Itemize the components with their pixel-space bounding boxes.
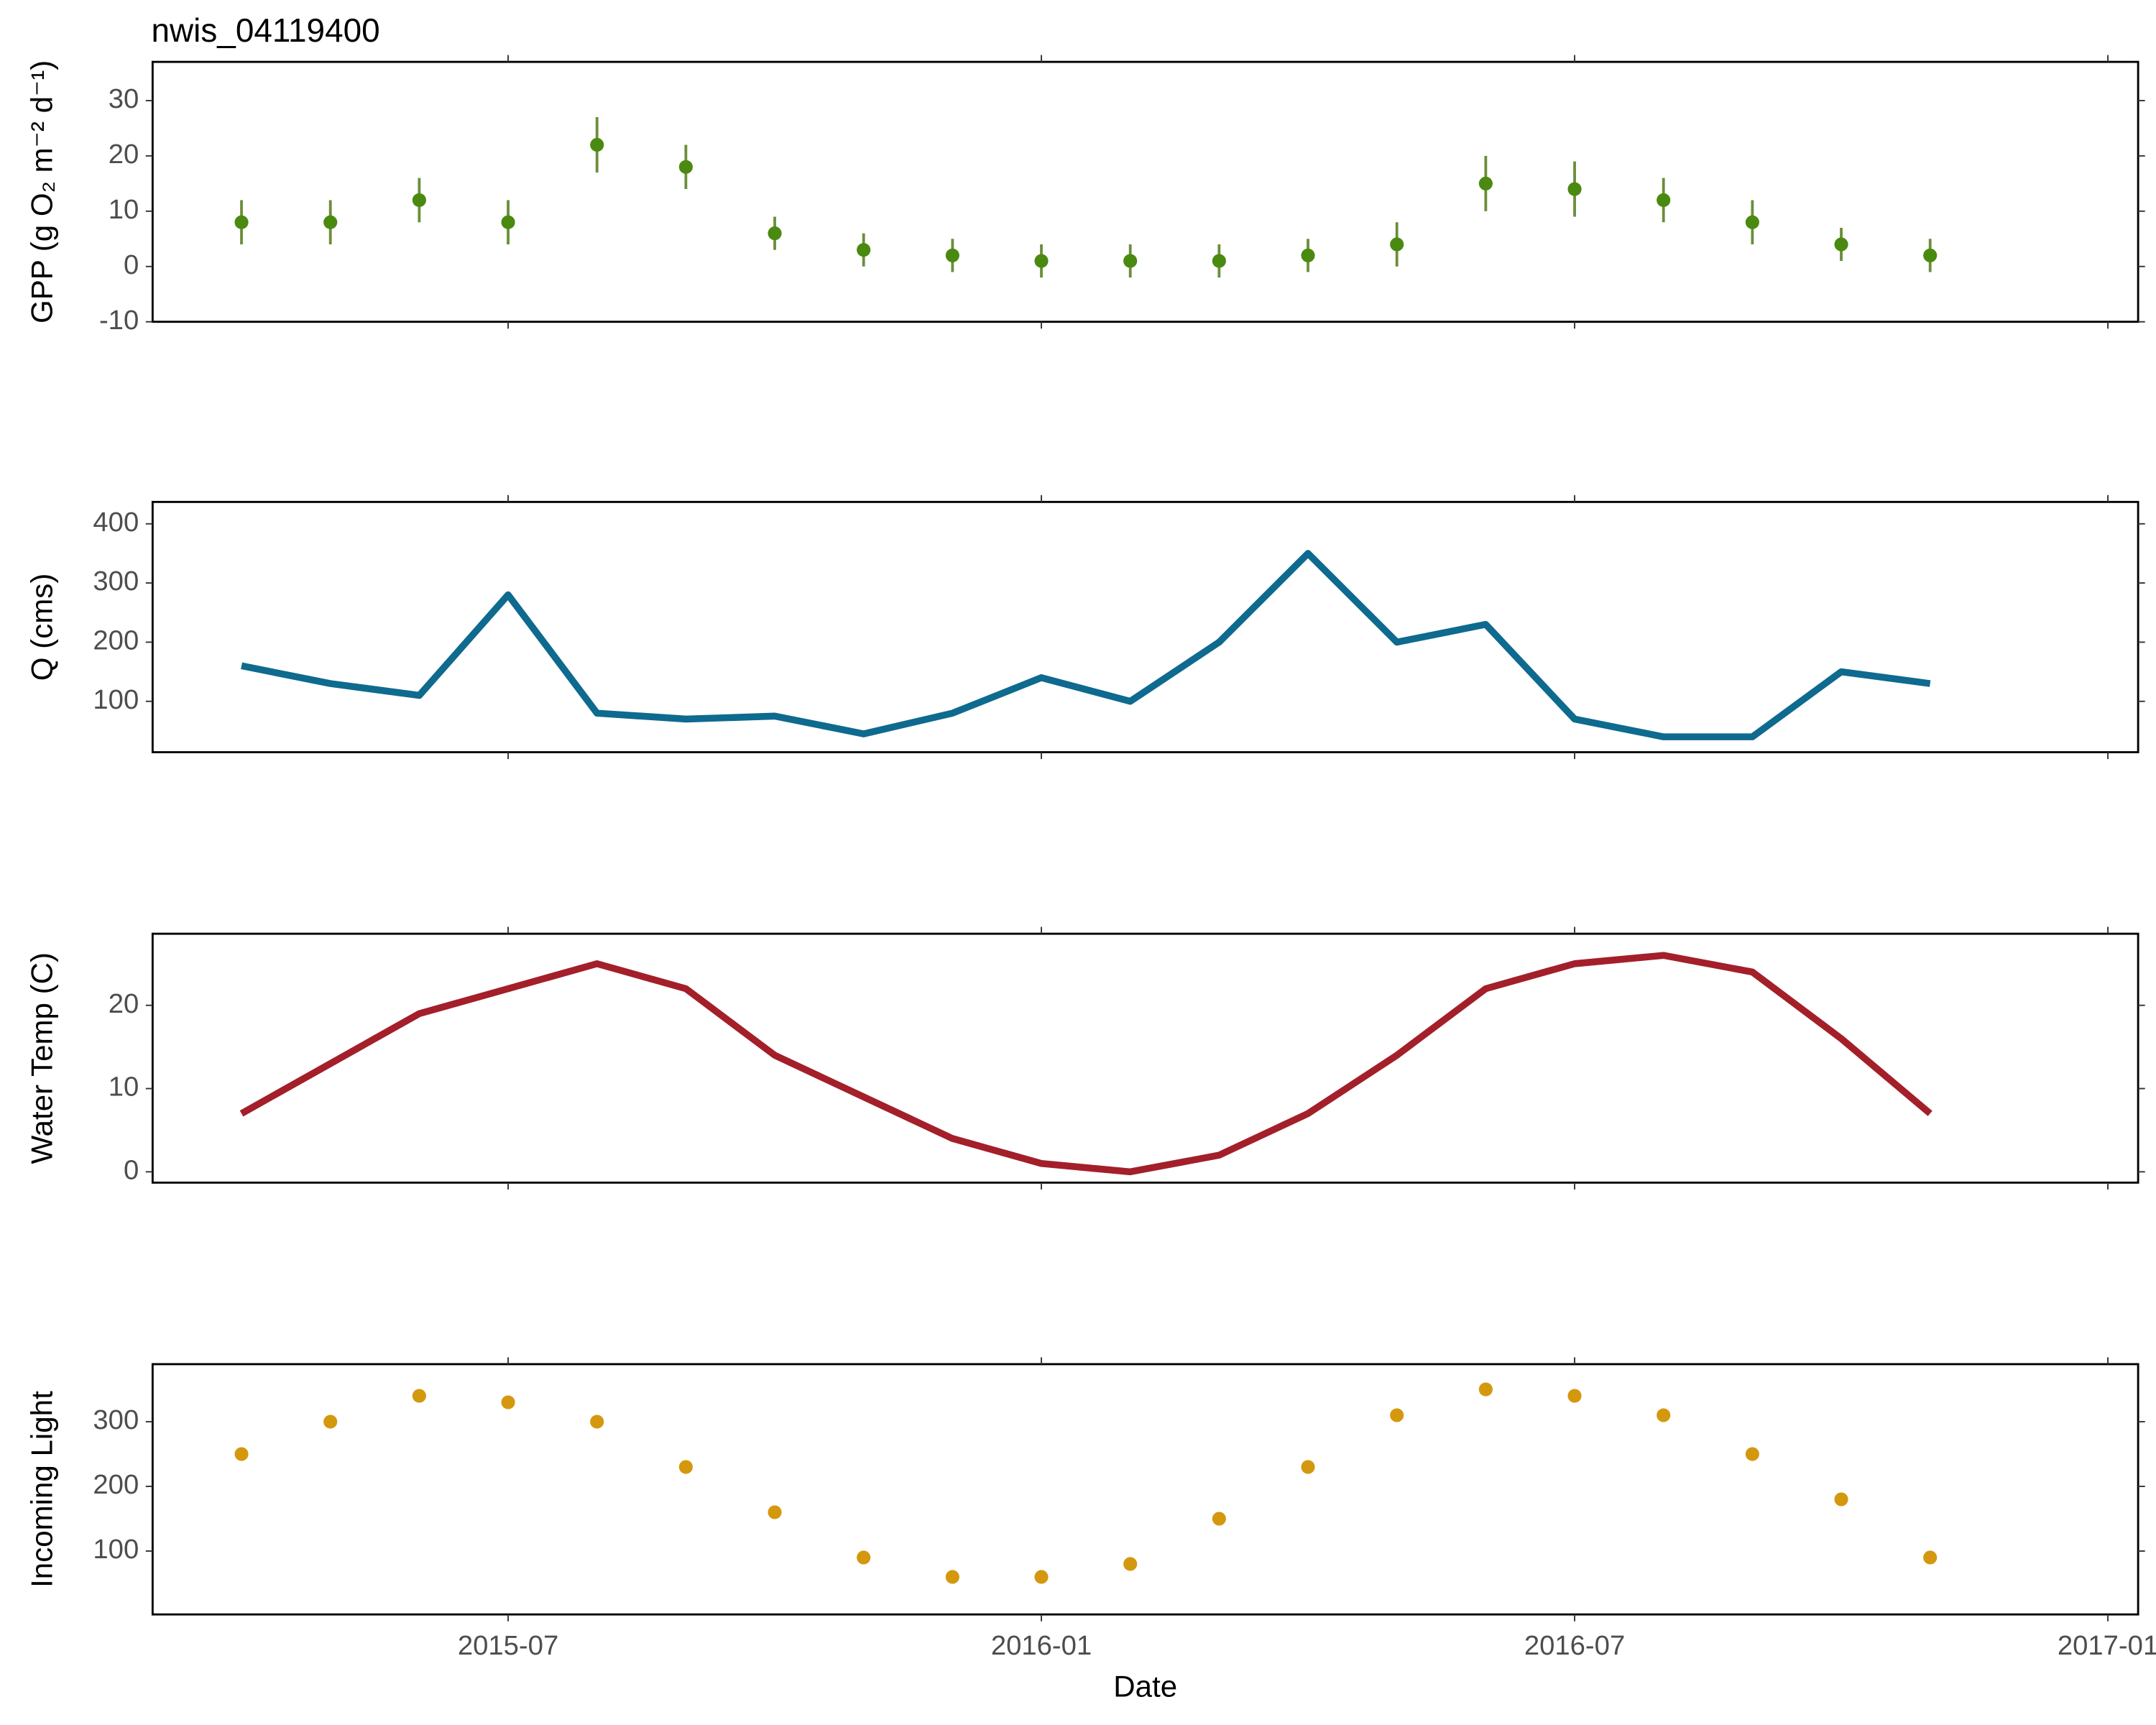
y-axis-title: Q (cms) bbox=[24, 574, 58, 681]
point bbox=[1390, 1408, 1404, 1422]
y-tick-label: -10 bbox=[99, 305, 139, 336]
y-tick-label: 200 bbox=[93, 625, 139, 656]
point bbox=[323, 215, 338, 229]
y-tick-label: 20 bbox=[109, 139, 139, 170]
y-tick-label: 100 bbox=[93, 684, 139, 715]
point bbox=[323, 1414, 338, 1429]
point bbox=[1478, 1382, 1493, 1397]
point bbox=[678, 160, 693, 174]
y-tick-label: 0 bbox=[124, 249, 139, 280]
point bbox=[1390, 237, 1404, 252]
point bbox=[1301, 248, 1315, 262]
y-axis-title: Incoming Light bbox=[24, 1391, 58, 1588]
point bbox=[234, 215, 249, 229]
panel-border bbox=[151, 60, 2139, 323]
point bbox=[590, 137, 604, 152]
x-tick-label: 2016-01 bbox=[991, 1630, 1092, 1661]
y-tick-label: 200 bbox=[93, 1469, 139, 1500]
point bbox=[1212, 1512, 1226, 1526]
point bbox=[1212, 254, 1226, 268]
point bbox=[412, 193, 426, 208]
point bbox=[1034, 254, 1049, 268]
point bbox=[1923, 248, 1938, 262]
point bbox=[857, 243, 871, 257]
y-tick-label: 30 bbox=[109, 83, 139, 114]
point bbox=[501, 215, 515, 229]
y-axis-title: Water Temp (C) bbox=[24, 952, 58, 1164]
line bbox=[241, 550, 1931, 740]
panel-border bbox=[151, 932, 2139, 1184]
y-tick-label: 10 bbox=[109, 194, 139, 225]
point bbox=[1657, 193, 1671, 208]
panel-border bbox=[151, 1363, 2139, 1616]
y-tick-label: 10 bbox=[109, 1072, 139, 1103]
y-axis-title: GPP (g O₂ m⁻² d⁻¹) bbox=[24, 60, 58, 323]
panel-border bbox=[151, 500, 2139, 753]
point bbox=[1745, 1447, 1759, 1461]
point bbox=[678, 1460, 693, 1474]
point bbox=[1123, 254, 1138, 268]
point bbox=[1123, 1557, 1138, 1571]
point bbox=[412, 1389, 426, 1403]
x-tick-label: 2015-07 bbox=[458, 1630, 558, 1661]
point bbox=[501, 1395, 515, 1409]
point bbox=[1923, 1550, 1938, 1565]
point bbox=[1834, 1492, 1848, 1506]
y-tick-label: 400 bbox=[93, 507, 139, 538]
point bbox=[1301, 1460, 1315, 1474]
line bbox=[239, 952, 1932, 1176]
y-tick-label: 100 bbox=[93, 1534, 139, 1565]
point bbox=[768, 1505, 782, 1519]
point bbox=[1567, 182, 1582, 196]
point bbox=[857, 1550, 871, 1565]
x-tick-label: 2016-07 bbox=[1524, 1630, 1625, 1661]
y-tick-label: 20 bbox=[109, 988, 139, 1019]
point bbox=[1657, 1408, 1671, 1422]
point bbox=[590, 1414, 604, 1429]
x-axis-title: Date bbox=[1113, 1670, 1177, 1703]
point bbox=[1034, 1570, 1049, 1584]
point bbox=[1567, 1389, 1582, 1403]
point bbox=[1745, 215, 1759, 229]
point bbox=[1478, 176, 1493, 190]
y-tick-label: 300 bbox=[93, 1404, 139, 1435]
point bbox=[234, 1447, 249, 1461]
chart-title: nwis_04119400 bbox=[151, 12, 379, 49]
y-tick-label: 300 bbox=[93, 566, 139, 597]
point bbox=[945, 248, 959, 262]
x-tick-label: 2017-01 bbox=[2058, 1630, 2156, 1661]
point bbox=[1834, 237, 1848, 252]
point bbox=[768, 226, 782, 241]
y-tick-label: 0 bbox=[124, 1154, 139, 1185]
point bbox=[945, 1570, 959, 1584]
